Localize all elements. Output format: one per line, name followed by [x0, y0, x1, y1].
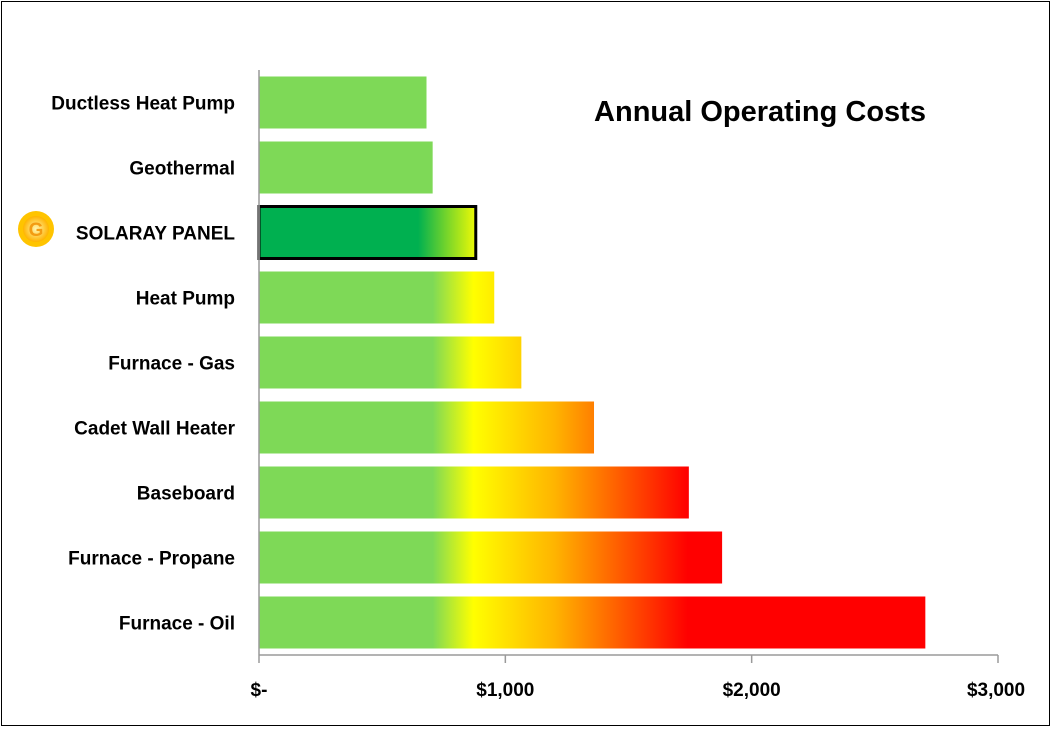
bar-geothermal — [259, 141, 433, 194]
category-label: Ductless Heat Pump — [51, 94, 235, 115]
category-label: Geothermal — [129, 159, 235, 180]
category-label: Furnace - Propane — [68, 549, 235, 570]
x-tick-label: $3,000 — [967, 680, 1025, 701]
bar-furnace-propane — [259, 531, 723, 584]
category-label: Heat Pump — [136, 289, 235, 310]
bar-cadet-wall-heater — [259, 401, 595, 454]
bar-baseboard — [259, 466, 689, 519]
bar-furnace-oil — [259, 596, 926, 649]
x-tick-label: $2,000 — [723, 680, 781, 701]
bar-solaray-panel — [257, 205, 478, 260]
bar-ductless-heat-pump — [259, 76, 427, 129]
bar-furnace-gas — [259, 336, 522, 389]
x-tick-label: $1,000 — [476, 680, 534, 701]
chart-title: Annual Operating Costs — [594, 96, 926, 128]
category-label: Cadet Wall Heater — [74, 419, 235, 440]
svg-text:G: G — [29, 220, 44, 241]
bar-heat-pump — [259, 271, 495, 324]
category-label: Furnace - Oil — [119, 614, 235, 635]
sun-logo-icon: G — [18, 211, 54, 247]
category-label: SOLARAY PANEL — [76, 224, 235, 245]
category-label: Baseboard — [137, 484, 235, 505]
category-label: Furnace - Gas — [108, 354, 235, 375]
x-tick-label: $- — [251, 680, 268, 701]
